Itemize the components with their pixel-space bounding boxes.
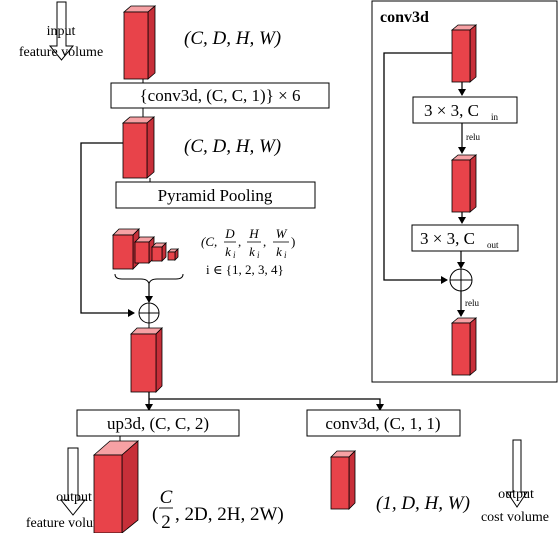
dims-input: (C, D, H, W) [184,28,281,49]
conv-repeat-box [110,82,330,109]
pyramid-pooling-label: Pyramid Pooling [158,186,273,205]
dims-output-left: ( C 2 , 2D, 2H, 2W) [152,487,284,533]
svg-text:k: k [249,244,255,259]
input-hollow-arrow [48,1,75,61]
svg-text:): ) [291,234,295,249]
svg-text:,: , [238,234,241,249]
sum-node [138,302,160,324]
svg-text:C: C [160,487,173,508]
output-cost-volume-block [330,450,356,510]
conv-output-volume-block [121,116,156,179]
svg-text:W: W [276,226,288,241]
branch-line [149,398,384,411]
pooled-volume-block-2 [134,236,155,264]
output-right-label-line2: cost volume [481,510,549,525]
svg-text:H: H [248,226,259,241]
svg-text:3 × 3, C: 3 × 3, C [424,101,479,120]
dims-output-right: (1, D, H, W) [376,493,470,514]
inset-sum-node [449,268,473,292]
pooled-brace [114,273,184,285]
svg-text:i: i [284,250,287,260]
svg-text:3 × 3, C: 3 × 3, C [420,229,475,248]
inset-conv-out-label: 3 × 3, C out [420,229,499,250]
inset-conv-out-box [411,224,519,252]
fused-volume-block [130,327,163,393]
inset-conv-in-label: 3 × 3, C in [424,101,499,122]
output-feature-volume-block [92,440,140,533]
pool-index-label: i ∈ {1, 2, 3, 4} [206,262,284,277]
input-volume-block [122,5,157,80]
dims-after-conv: (C, D, H, W) [184,136,281,157]
pyramid-pooling-box [115,181,316,209]
inset-middle-block [450,154,478,213]
inset-input-block [450,24,478,83]
output-right-label-line1: output [498,487,534,502]
inset-relu-label-1: relu [466,132,480,142]
output-right-hollow-arrow [506,439,528,508]
svg-text:(C,: (C, [201,234,217,249]
svg-text:D: D [224,226,235,241]
svg-text:2: 2 [161,512,171,533]
conv-repeat-box-label: {conv3d, (C, C, 1)} × 6 [140,86,301,105]
svg-text:k: k [225,244,231,259]
pooled-volume-block-4 [167,248,179,261]
svg-text:in: in [491,112,499,122]
conv3d-inset-title: conv3d [380,9,429,26]
inset-relu-label-2: relu [465,298,479,308]
input-label-line2: feature volume [19,45,103,60]
svg-text:k: k [276,244,282,259]
svg-text:,: , [263,234,266,249]
conv-out-box [306,409,461,437]
output-left-hollow-arrow [59,447,87,516]
inset-residual-line [383,52,452,284]
pooled-volume-block-3 [151,242,167,262]
input-label-line1: input [47,24,76,39]
inset-conv-in-box [412,96,518,124]
skip-connection-line [80,142,135,317]
svg-text:i: i [233,250,236,260]
pool-dims-label: (C, D k i , H k i , W k i ) [201,226,295,260]
svg-text:out: out [487,240,499,250]
inset-output-block [450,317,478,376]
conv-out-box-label: conv3d, (C, 1, 1) [325,414,440,433]
up3d-box [76,409,240,437]
svg-text:, 2D, 2H, 2W): , 2D, 2H, 2W) [175,504,284,525]
svg-text:(: ( [152,504,158,525]
output-left-label-line1: output [56,490,92,505]
output-left-label-line2: feature volume [26,516,110,531]
up3d-box-label: up3d, (C, C, 2) [107,414,209,433]
svg-text:i: i [257,250,260,260]
